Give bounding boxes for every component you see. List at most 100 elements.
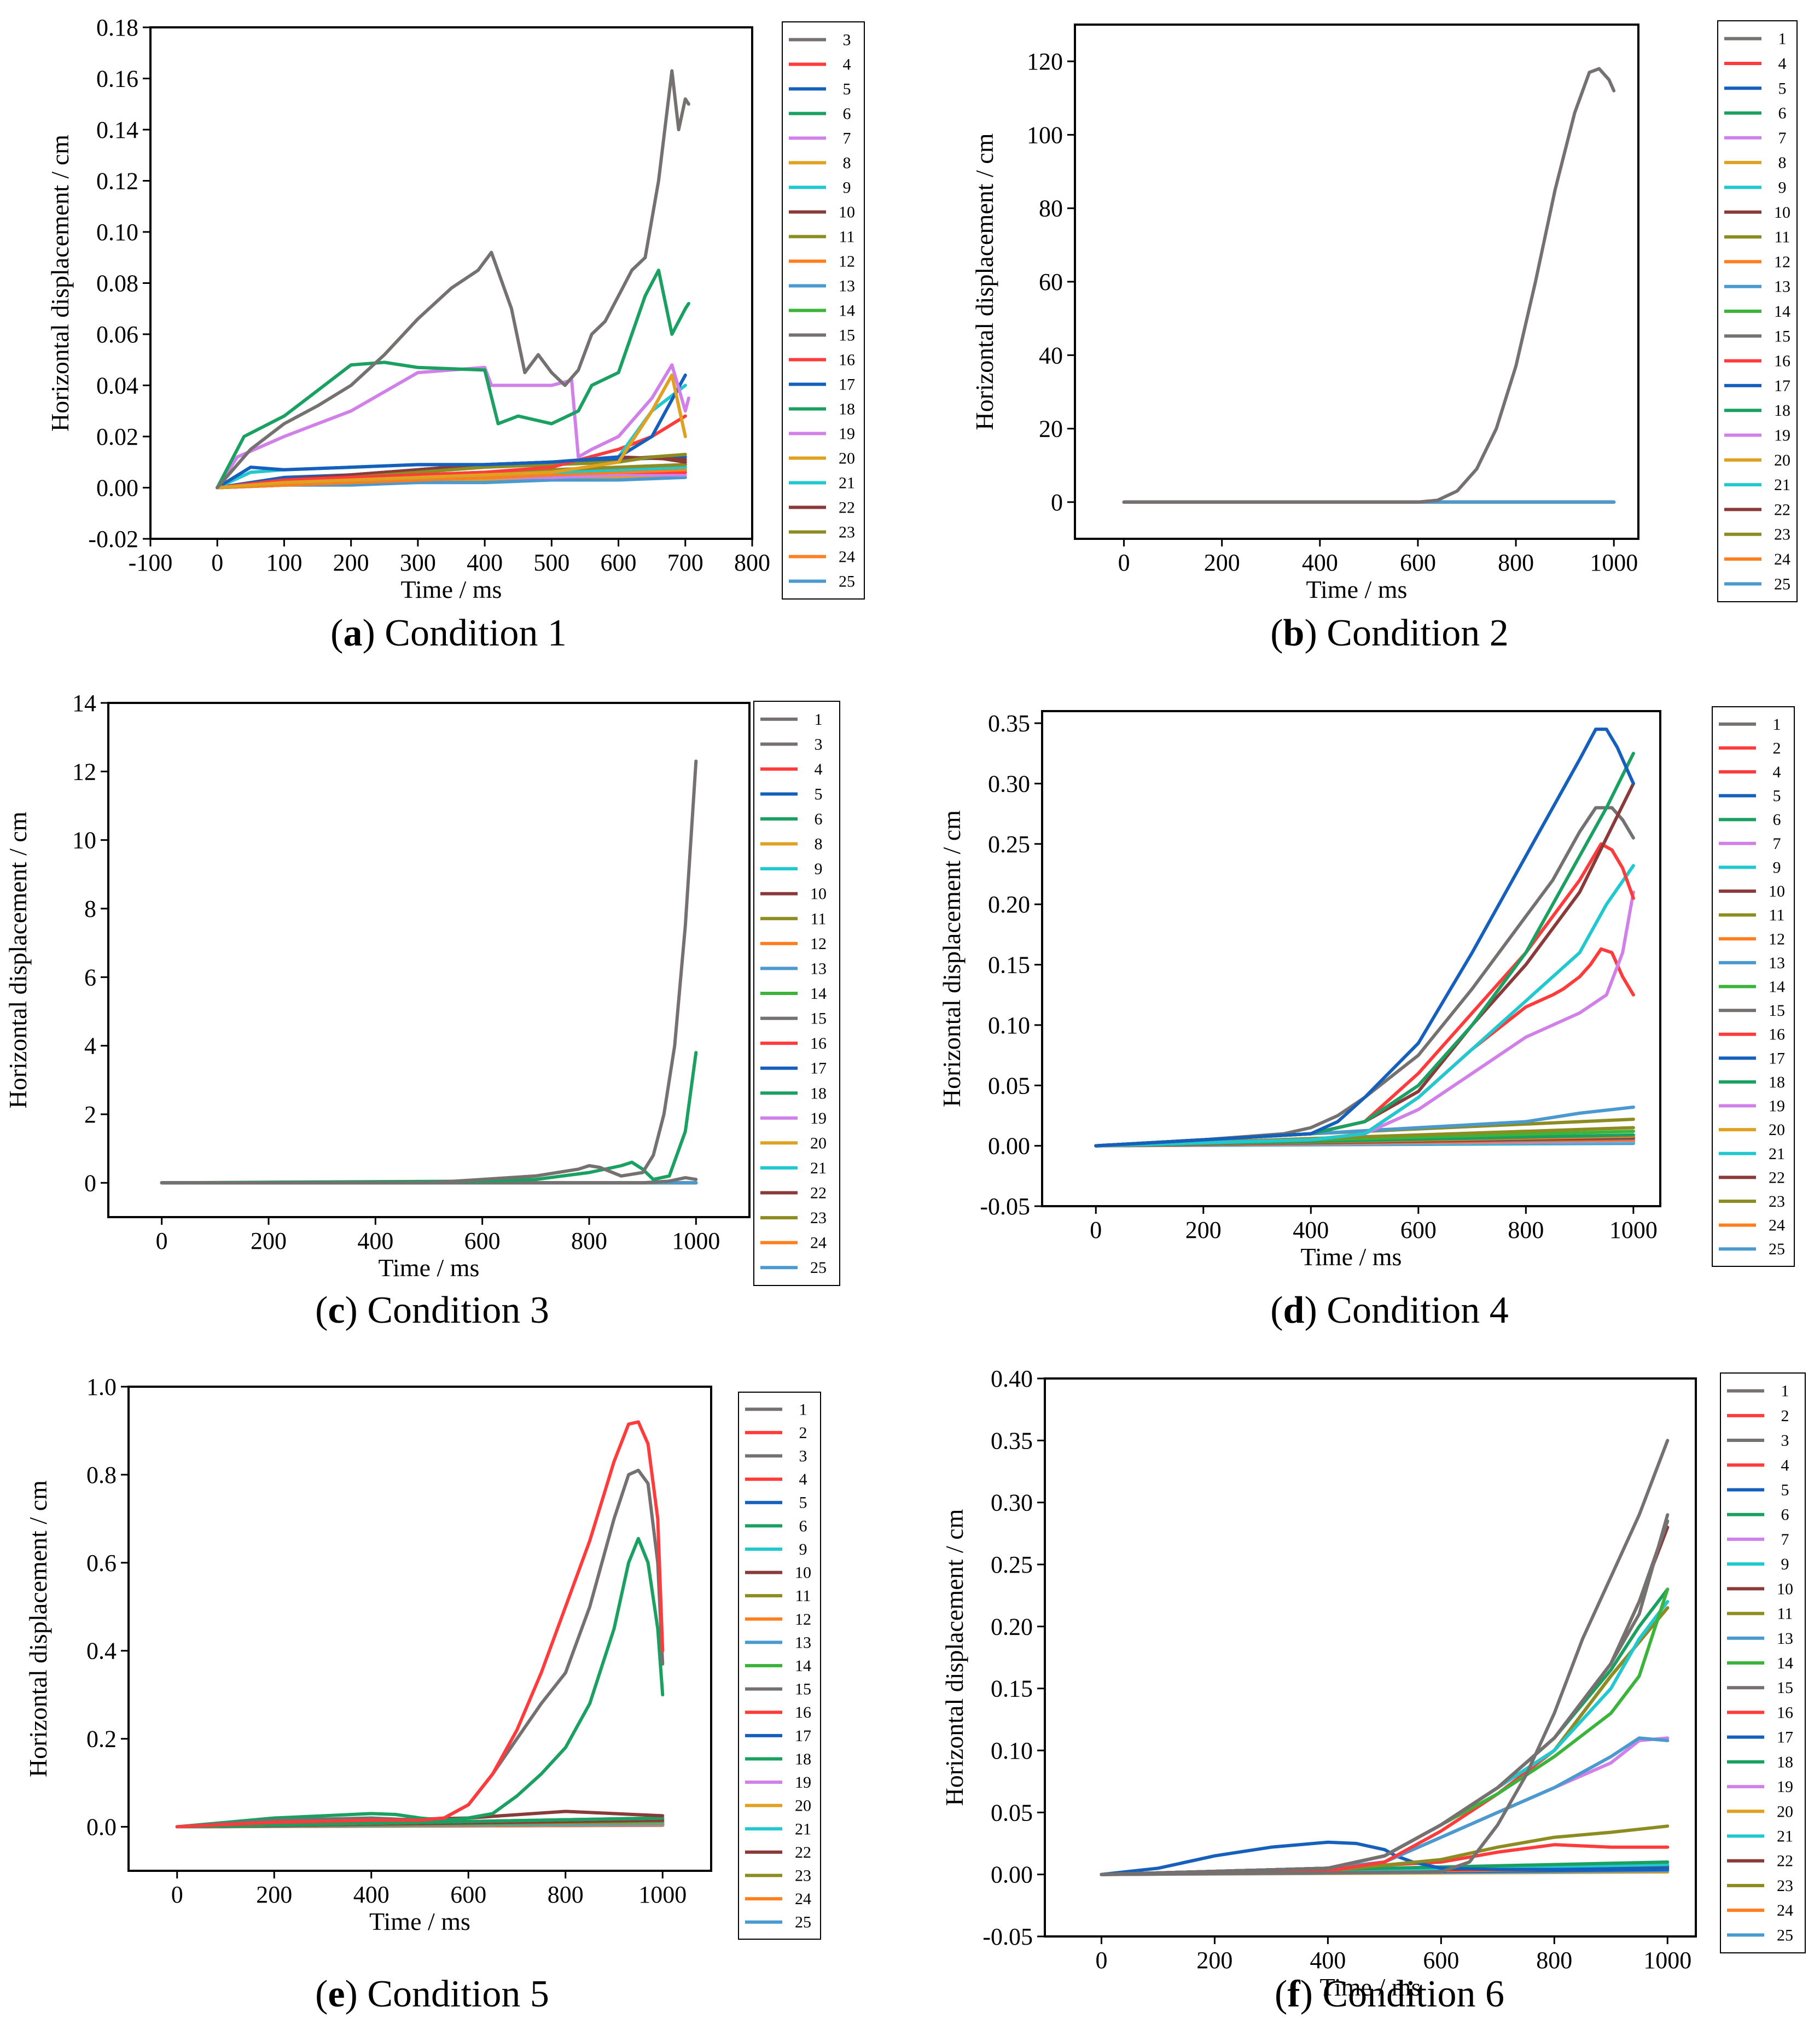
legend-label: 16	[1777, 1703, 1793, 1721]
legend-label: 4	[1781, 1456, 1789, 1474]
legend-label: 17	[810, 1060, 827, 1078]
legend-label: 20	[839, 450, 855, 468]
caption-letter: c	[328, 1289, 345, 1331]
y-tick-label: 0.02	[96, 423, 138, 450]
legend-label: 10	[1774, 203, 1790, 222]
x-tick-label: 200	[1196, 1947, 1232, 1974]
y-tick-label: 0.35	[988, 710, 1030, 737]
x-axis-label: Time / ms	[1320, 1973, 1421, 2001]
series-group	[1122, 67, 1616, 504]
x-tick-label: 0	[1095, 1947, 1107, 1974]
legend-label: 11	[1775, 228, 1790, 246]
x-tick-label: 400	[353, 1881, 389, 1908]
series-line-17	[1100, 1840, 1670, 1876]
x-axis-label: Time / ms	[369, 1907, 470, 1935]
y-tick-label: 6	[84, 964, 96, 991]
plot-frame	[127, 1386, 712, 1872]
legend-label: 6	[815, 810, 823, 828]
x-tick-label: 0	[1118, 549, 1130, 576]
y-tick-label: 20	[1039, 416, 1063, 443]
series-line-2	[175, 1420, 665, 1829]
x-tick-label: 1000	[1609, 1217, 1658, 1243]
x-tick-label: 600	[1400, 1217, 1437, 1243]
legend-label: 14	[839, 302, 855, 320]
legend-label: 12	[795, 1610, 811, 1628]
series-line-5	[1094, 728, 1635, 1148]
legend-label: 12	[810, 935, 827, 953]
legend-label: 21	[795, 1820, 811, 1838]
legend-label: 17	[1777, 1729, 1793, 1747]
y-axis-label: Horizontal displacement / cm	[940, 1509, 968, 1806]
legend-label: 25	[839, 573, 855, 591]
legend-label: 22	[795, 1843, 811, 1862]
y-tick-label: 0.35	[991, 1427, 1033, 1454]
y-tick-label: 0.20	[991, 1613, 1033, 1640]
legend-label: 7	[1781, 1531, 1789, 1549]
y-tick-label: 0.04	[96, 373, 138, 399]
legend-label: 19	[1769, 1097, 1785, 1115]
series-group	[175, 1420, 665, 1829]
panel-caption: (b) Condition 2	[1270, 612, 1509, 654]
legend-label: 18	[795, 1750, 811, 1768]
y-tick-label: 0.20	[988, 891, 1030, 918]
panel-caption: (c) Condition 3	[315, 1289, 549, 1331]
legend-label: 21	[1777, 1828, 1793, 1846]
y-tick-label: -0.05	[982, 1923, 1033, 1950]
y-tick-label: 120	[1027, 48, 1063, 75]
legend-label: 1	[799, 1400, 807, 1418]
caption-letter: e	[328, 1973, 345, 2015]
legend-label: 8	[1778, 154, 1787, 172]
panel-d: 0 200 400 600 800 1000 -0.05 0.00 0.05 0.10 0.15 0.…	[938, 706, 1795, 1331]
legend-label: 10	[839, 203, 855, 222]
series-line-9	[1094, 864, 1635, 1148]
legend-label: 19	[810, 1109, 827, 1127]
series-line-15	[1100, 1519, 1670, 1876]
y-tick-label: 0.18	[96, 14, 138, 41]
legend-label: 25	[795, 1913, 811, 1932]
y-tick-label: 1.0	[86, 1374, 117, 1400]
legend-label: 11	[795, 1587, 811, 1605]
y-tick-label: 0.05	[991, 1799, 1033, 1826]
legend-label: 17	[1769, 1049, 1785, 1067]
legend-label: 19	[1774, 427, 1790, 445]
legend-label: 6	[1773, 811, 1781, 829]
panel-caption: (a) Condition 1	[330, 612, 567, 654]
legend-label: 23	[1769, 1192, 1785, 1211]
legend-label: 9	[799, 1540, 807, 1558]
y-tick-label: 0.00	[96, 475, 138, 502]
panel-caption: (d) Condition 4	[1270, 1289, 1509, 1331]
legend-label: 22	[1774, 501, 1790, 519]
legend-label: 12	[1769, 930, 1785, 948]
x-tick-label: 200	[1204, 549, 1240, 576]
legend-label: 23	[1774, 526, 1790, 544]
legend-label: 20	[1774, 451, 1790, 469]
legend-label: 17	[839, 376, 855, 394]
legend-label: 24	[839, 548, 855, 566]
legend-label: 1	[1773, 715, 1781, 734]
caption-text: Condition 1	[385, 612, 567, 654]
legend-label: 17	[795, 1727, 811, 1745]
x-tick-label: 300	[400, 549, 436, 576]
legend-label: 8	[843, 154, 851, 172]
legend-label: 11	[839, 228, 855, 246]
x-tick-label: 200	[1185, 1217, 1222, 1243]
legend-label: 13	[839, 277, 855, 295]
legend-label: 10	[1769, 882, 1785, 900]
y-tick-label: 0.00	[991, 1862, 1033, 1888]
legend-label: 19	[795, 1773, 811, 1791]
x-axis-label: Time / ms	[1301, 1243, 1402, 1271]
legend-label: 11	[1769, 906, 1785, 924]
y-tick-label: 0.14	[96, 117, 138, 143]
x-axis-label: Time / ms	[1306, 575, 1408, 603]
legend-label: 5	[1781, 1481, 1789, 1499]
legend-label: 1	[1781, 1382, 1789, 1400]
series-line-8	[216, 373, 687, 490]
legend-label: 12	[839, 253, 855, 271]
legend-label: 16	[839, 351, 855, 369]
y-tick-label: 8	[84, 895, 96, 922]
series-line-3	[160, 1176, 698, 1185]
